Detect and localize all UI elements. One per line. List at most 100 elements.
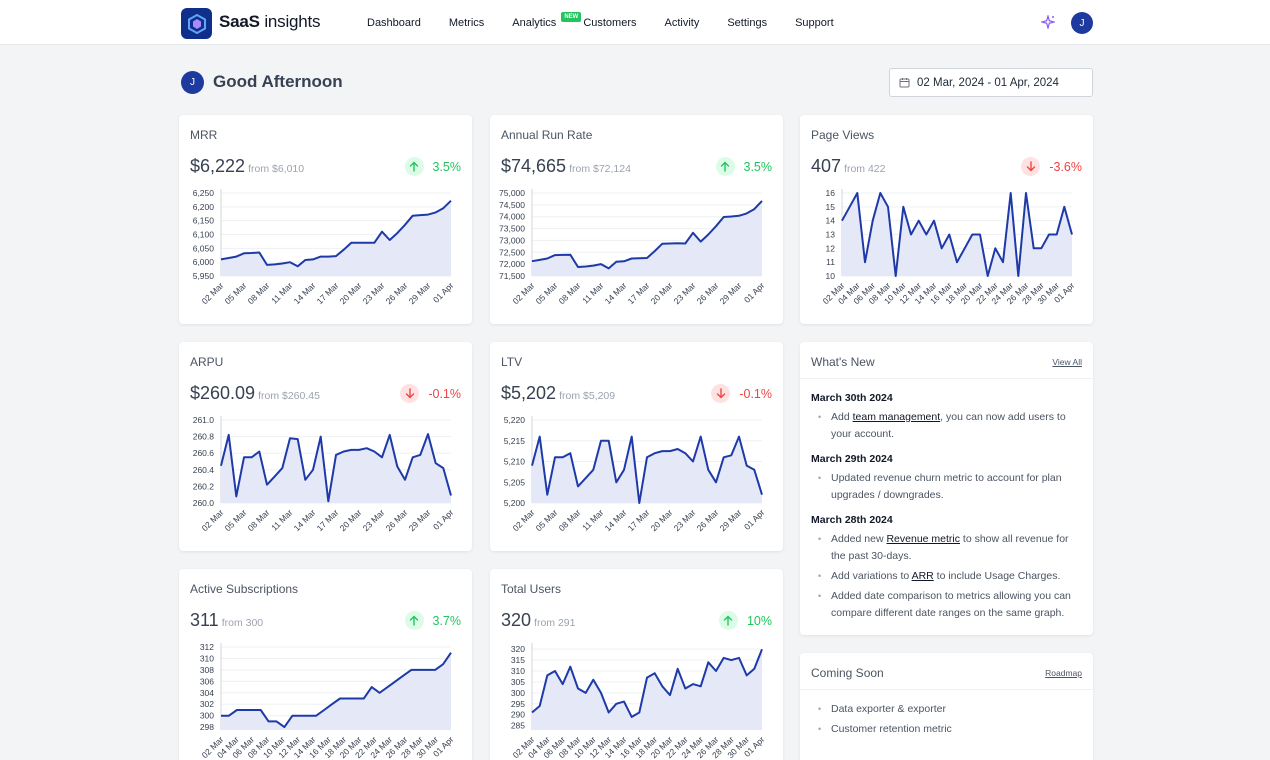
x-tick-label: 20 Mar bbox=[338, 507, 364, 533]
revenue-metric-link[interactable]: Revenue metric bbox=[886, 533, 960, 545]
nav-activity[interactable]: Activity bbox=[664, 17, 700, 29]
greeting-avatar: J bbox=[181, 71, 204, 94]
metric-card-arpu[interactable]: ARPU $260.09 from $260.45 -0.1% 260.0 260.… bbox=[179, 342, 472, 551]
metric-title: Page Views bbox=[811, 128, 875, 142]
metric-card-arr[interactable]: Annual Run Rate $74,665 from $72,124 3.5%… bbox=[490, 115, 783, 324]
metric-from: from 291 bbox=[534, 617, 576, 629]
y-tick-label: 260.2 bbox=[193, 481, 215, 491]
metric-change: 3.5% bbox=[404, 157, 461, 176]
coming-soon-panel: Coming Soon Roadmap Data exporter & expo… bbox=[800, 653, 1093, 760]
x-tick-label: 29 Mar bbox=[718, 507, 744, 533]
x-tick-label: 01 Apr bbox=[431, 280, 456, 305]
view-all-link[interactable]: View All bbox=[1052, 357, 1082, 367]
y-tick-label: 10 bbox=[826, 271, 836, 281]
y-tick-label: 5,220 bbox=[504, 415, 526, 425]
news-date: March 30th 2024 bbox=[811, 392, 893, 404]
nav-analytics[interactable]: Analytics NEW bbox=[512, 12, 582, 29]
y-tick-label: 72,500 bbox=[499, 247, 525, 257]
x-tick-label: 05 Mar bbox=[534, 280, 560, 306]
metric-from: from $72,124 bbox=[569, 163, 631, 175]
news-item: Updated revenue churn metric to account … bbox=[811, 470, 1083, 504]
y-tick-label: 304 bbox=[200, 688, 214, 698]
y-tick-label: 15 bbox=[826, 202, 836, 212]
nav-dashboard[interactable]: Dashboard bbox=[367, 17, 421, 29]
user-avatar[interactable]: J bbox=[1071, 12, 1093, 34]
x-tick-label: 29 Mar bbox=[407, 280, 433, 306]
brand-name[interactable]: SaaS insights bbox=[219, 12, 321, 31]
nav-analytics-label[interactable]: Analytics bbox=[512, 17, 557, 29]
metric-card-total-users[interactable]: Total Users 320 from 291 10% 285 290 295 300… bbox=[490, 569, 783, 760]
x-tick-label: 05 Mar bbox=[223, 507, 249, 533]
nav-customers[interactable]: Customers bbox=[583, 17, 637, 29]
x-tick-label: 17 Mar bbox=[315, 507, 341, 533]
metric-card-ltv[interactable]: LTV $5,202 from $5,209 -0.1% 5,200 5,205 5,… bbox=[490, 342, 783, 551]
nav-settings[interactable]: Settings bbox=[727, 17, 768, 29]
metric-value: $260.09 from $260.45 bbox=[190, 383, 320, 403]
sparkles-icon[interactable] bbox=[1039, 13, 1057, 34]
metric-change: 10% bbox=[718, 611, 772, 630]
date-range-value: 02 Mar, 2024 - 01 Apr, 2024 bbox=[917, 76, 1059, 89]
y-tick-label: 306 bbox=[200, 676, 214, 686]
y-tick-label: 6,200 bbox=[193, 202, 215, 212]
x-tick-label: 08 Mar bbox=[557, 280, 583, 306]
y-tick-label: 261.0 bbox=[193, 415, 215, 425]
y-tick-label: 73,500 bbox=[499, 224, 525, 234]
x-tick-label: 11 Mar bbox=[269, 280, 294, 305]
top-navbar: SaaS insights Dashboard Metrics Analytic… bbox=[0, 0, 1270, 45]
y-tick-label: 5,205 bbox=[504, 477, 526, 487]
metric-value: $6,222 from $6,010 bbox=[190, 156, 305, 176]
series-area bbox=[221, 200, 451, 276]
metric-card-mrr[interactable]: MRR $6,222 from $6,010 3.5% 5,950 6,000 6,0… bbox=[179, 115, 472, 324]
nav-support[interactable]: Support bbox=[795, 17, 834, 29]
metric-value: 407 from 422 bbox=[811, 156, 886, 176]
y-tick-label: 11 bbox=[826, 257, 835, 267]
y-tick-label: 71,500 bbox=[499, 271, 525, 281]
roadmap-link[interactable]: Roadmap bbox=[1045, 668, 1082, 678]
y-tick-label: 14 bbox=[826, 216, 836, 226]
x-tick-label: 26 Mar bbox=[695, 507, 721, 533]
metric-title: ARPU bbox=[190, 355, 224, 369]
y-tick-label: 6,150 bbox=[193, 216, 215, 226]
y-tick-label: 74,500 bbox=[499, 200, 525, 210]
news-group: March 28th 2024 Added new Revenue metric… bbox=[811, 514, 1083, 622]
arrow-up-icon bbox=[404, 611, 424, 630]
y-tick-label: 72,000 bbox=[499, 259, 525, 269]
metric-value: $5,202 from $5,209 bbox=[501, 383, 616, 403]
arrow-up-icon bbox=[715, 157, 735, 176]
metric-card-page-views[interactable]: Page Views 407 from 422 -3.6% 10 11 12 13 14 1… bbox=[800, 115, 1093, 324]
x-tick-label: 11 Mar bbox=[269, 507, 294, 532]
team-management-link[interactable]: team management bbox=[852, 411, 941, 423]
metric-title: Annual Run Rate bbox=[501, 128, 593, 142]
y-tick-label: 305 bbox=[511, 677, 525, 687]
news-item: Add variations to ARR to include Usage C… bbox=[811, 568, 1083, 585]
news-group: March 30th 2024 Add team management, you… bbox=[811, 392, 1083, 443]
series-area bbox=[532, 649, 762, 730]
x-tick-label: 14 Mar bbox=[292, 507, 318, 533]
metric-title: Total Users bbox=[501, 582, 562, 596]
x-tick-label: 20 Mar bbox=[649, 507, 675, 533]
series-area bbox=[221, 434, 451, 503]
x-tick-label: 26 Mar bbox=[384, 507, 410, 533]
y-tick-label: 290 bbox=[511, 710, 525, 720]
arrow-down-icon bbox=[1021, 157, 1041, 176]
metric-change: -3.6% bbox=[1021, 157, 1082, 176]
x-tick-label: 20 Mar bbox=[649, 280, 675, 306]
metric-card-active-subscriptions[interactable]: Active Subscriptions 311 from 300 3.7% 29… bbox=[179, 569, 472, 760]
logo-icon[interactable] bbox=[181, 8, 212, 39]
x-tick-label: 08 Mar bbox=[246, 507, 272, 533]
y-tick-label: 295 bbox=[511, 699, 525, 709]
nav-metrics[interactable]: Metrics bbox=[448, 17, 485, 29]
x-tick-label: 08 Mar bbox=[246, 280, 272, 306]
x-tick-label: 11 Mar bbox=[580, 280, 605, 305]
y-tick-label: 6,250 bbox=[193, 188, 215, 198]
y-tick-label: 6,000 bbox=[193, 257, 215, 267]
arr-link[interactable]: ARR bbox=[911, 570, 934, 582]
date-range-picker[interactable]: 02 Mar, 2024 - 01 Apr, 2024 bbox=[889, 68, 1093, 97]
mrr-chart: 5,950 6,000 6,050 6,100 6,150 6,200 6,250 02 Ma… bbox=[193, 188, 456, 306]
arrow-down-icon bbox=[711, 384, 731, 403]
arrow-down-icon bbox=[400, 384, 420, 403]
news-item: Added date comparison to metrics allowin… bbox=[811, 588, 1083, 622]
